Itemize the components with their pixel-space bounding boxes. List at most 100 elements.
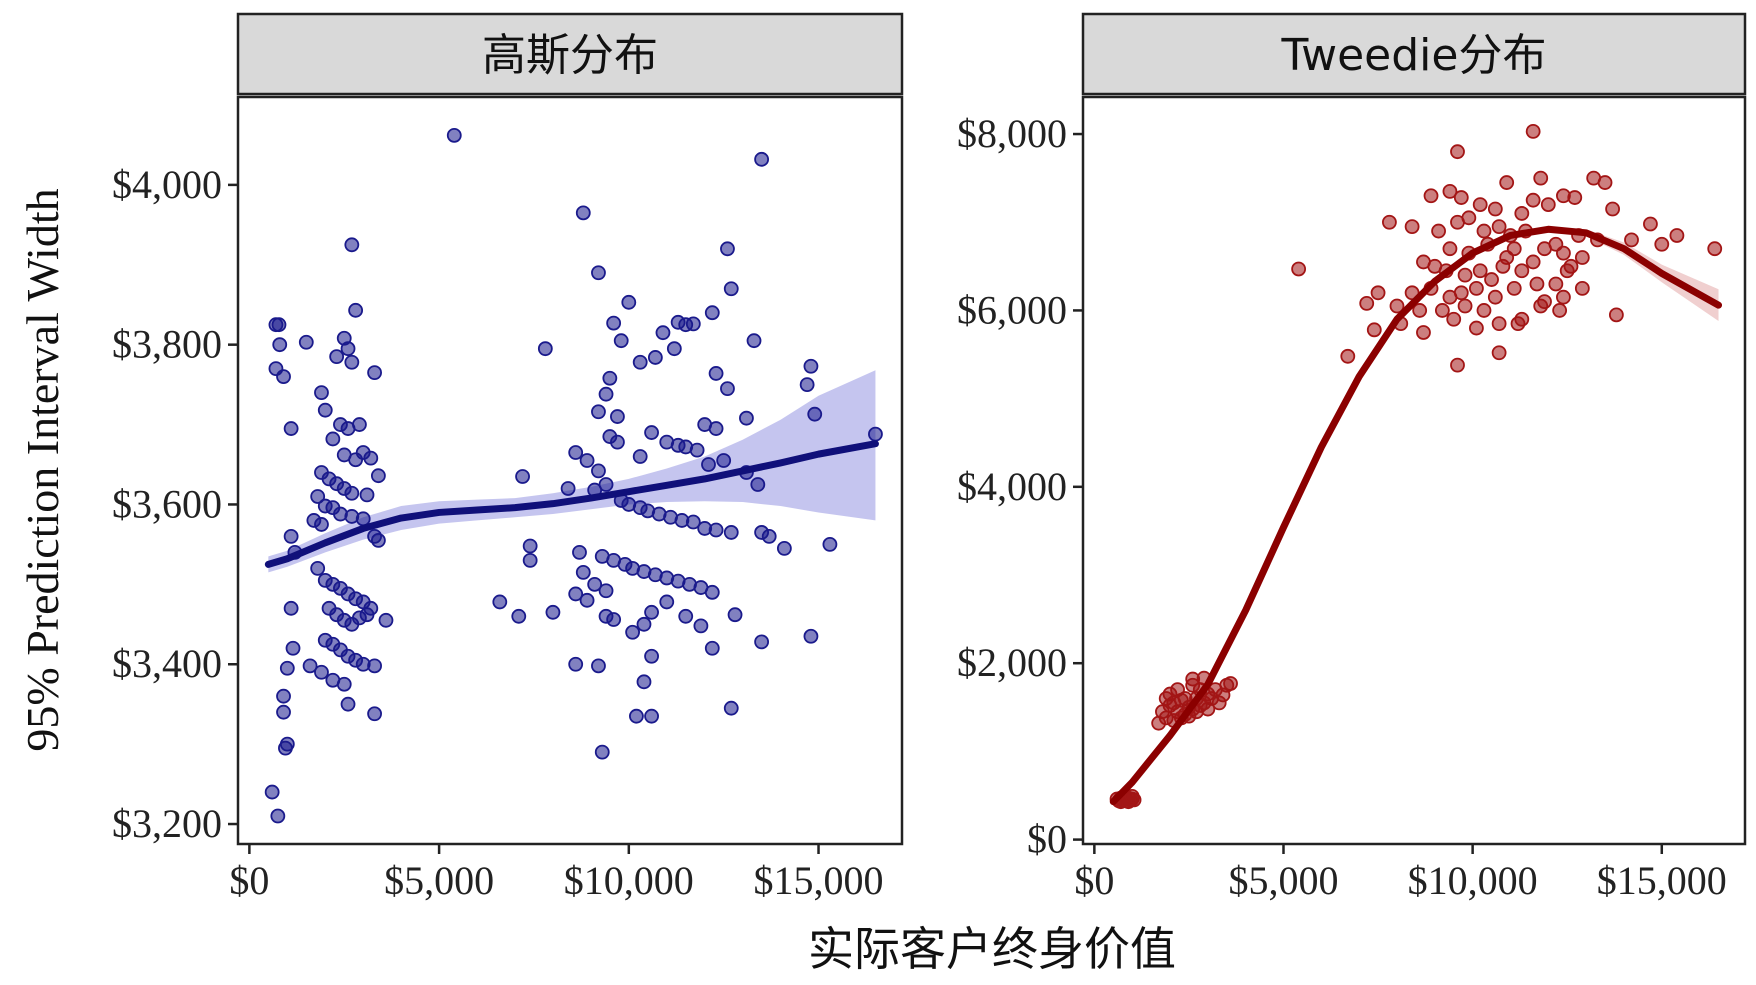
y-tick-label: $3,600 xyxy=(112,481,222,526)
data-point xyxy=(739,410,754,426)
data-point xyxy=(1491,219,1507,235)
data-point xyxy=(1223,676,1238,691)
data-point xyxy=(568,586,584,602)
data-point xyxy=(1291,261,1307,277)
data-point xyxy=(560,481,576,496)
data-point xyxy=(1457,298,1473,314)
y-tick-label: $3,400 xyxy=(112,641,222,686)
y-tick-label: $0 xyxy=(1027,817,1067,862)
data-point xyxy=(279,660,295,676)
data-point xyxy=(629,708,644,724)
data-point xyxy=(271,317,287,333)
data-point xyxy=(723,700,739,716)
data-point xyxy=(1525,123,1541,139)
strip-tweedie xyxy=(1081,12,1747,96)
data-point xyxy=(446,127,462,143)
data-point xyxy=(367,706,382,722)
data-point xyxy=(344,354,360,370)
data-point xyxy=(587,576,603,592)
strip-label-gaussian: 高斯分布 xyxy=(482,30,658,81)
data-point xyxy=(298,334,314,350)
points-gaussian xyxy=(264,127,883,824)
data-point xyxy=(659,594,675,610)
data-point xyxy=(625,624,641,640)
data-point xyxy=(276,369,291,385)
data-point xyxy=(591,404,606,420)
data-point xyxy=(336,676,352,692)
data-point xyxy=(1548,276,1564,292)
data-point xyxy=(1469,320,1484,336)
data-point xyxy=(329,349,345,365)
data-point xyxy=(352,417,367,432)
data-point xyxy=(1340,348,1356,364)
data-point xyxy=(1487,201,1503,217)
x-axis-title: 实际客户终身价值 xyxy=(808,922,1176,976)
data-point xyxy=(1487,289,1503,305)
data-point xyxy=(575,564,591,580)
x-tick-label: $0 xyxy=(1074,858,1114,903)
data-point xyxy=(723,525,739,540)
y-axis-title: 95% Prediction Interval Width xyxy=(17,188,68,751)
data-point xyxy=(799,377,815,393)
data-point xyxy=(1404,219,1420,235)
data-point xyxy=(1525,192,1541,208)
data-point xyxy=(598,477,614,492)
data-point xyxy=(344,237,360,253)
data-point xyxy=(285,640,301,656)
data-point xyxy=(568,656,584,672)
data-point xyxy=(1510,316,1526,332)
data-point xyxy=(723,281,739,297)
data-point xyxy=(666,341,682,357)
data-point xyxy=(754,634,770,650)
y-tick-label: $6,000 xyxy=(957,287,1067,332)
data-point xyxy=(1574,250,1590,265)
data-point xyxy=(693,618,709,634)
data-point xyxy=(1597,175,1613,190)
data-point xyxy=(708,366,724,381)
data-point xyxy=(579,453,595,468)
data-point xyxy=(761,529,777,544)
data-point xyxy=(1669,228,1685,243)
data-point xyxy=(492,594,508,610)
confidence-band-tweedie xyxy=(1586,229,1719,322)
data-point xyxy=(522,538,538,554)
data-point xyxy=(644,648,659,664)
data-point xyxy=(610,434,625,450)
data-point xyxy=(701,457,716,472)
data-point xyxy=(363,450,379,466)
data-point xyxy=(727,607,743,623)
data-point xyxy=(302,658,318,674)
data-point xyxy=(1514,263,1530,279)
data-point xyxy=(1124,788,1140,804)
data-point xyxy=(1461,210,1477,226)
data-point xyxy=(1450,357,1465,373)
x-tick-label: $5,000 xyxy=(384,858,494,903)
data-point xyxy=(348,302,364,318)
data-point xyxy=(602,370,618,386)
data-point xyxy=(606,315,622,331)
data-point xyxy=(754,151,770,167)
data-point xyxy=(636,674,652,690)
data-point xyxy=(1495,258,1511,274)
data-point xyxy=(644,425,659,440)
data-point xyxy=(278,740,293,756)
data-point xyxy=(610,409,625,424)
data-point xyxy=(1453,190,1469,205)
data-point xyxy=(1434,303,1450,318)
data-point xyxy=(283,421,299,436)
data-point xyxy=(803,628,819,644)
data-point xyxy=(708,421,724,436)
data-point xyxy=(685,514,701,530)
data-point xyxy=(1525,254,1541,270)
data-point xyxy=(378,612,394,628)
confidence-band-area xyxy=(1586,229,1719,322)
data-point xyxy=(359,487,375,503)
y-tick-label: $4,000 xyxy=(112,162,222,207)
data-point xyxy=(1389,298,1405,314)
data-point xyxy=(1499,175,1515,190)
data-point xyxy=(1416,325,1431,340)
data-point xyxy=(579,592,595,608)
data-point xyxy=(1359,295,1375,311)
data-point xyxy=(1533,298,1549,314)
data-point xyxy=(1370,285,1386,301)
